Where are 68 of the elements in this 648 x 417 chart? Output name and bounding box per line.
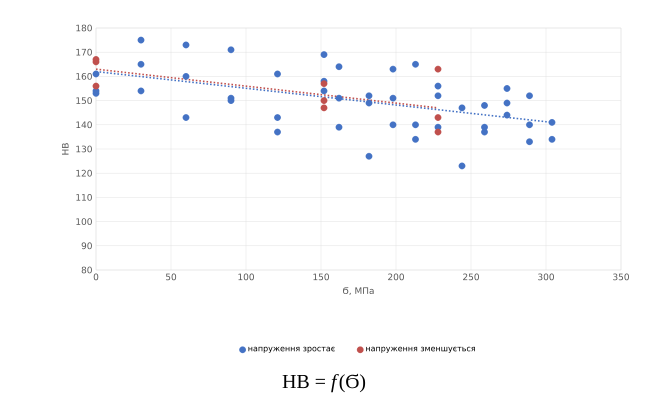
point: [138, 88, 144, 94]
point: [412, 60, 419, 68]
point: [138, 36, 144, 44]
point: [504, 112, 510, 119]
point: [336, 63, 342, 70]
point: [412, 136, 419, 143]
y-tick-label: 80: [82, 266, 92, 274]
point: [92, 70, 100, 78]
point: [434, 66, 442, 73]
x-tick-label: 50: [166, 274, 176, 280]
point: [336, 94, 342, 102]
point: [412, 121, 419, 128]
point: [481, 128, 488, 136]
point: [366, 92, 372, 100]
x-tick-label: 350: [613, 274, 629, 280]
point: [526, 121, 533, 128]
point: [434, 92, 442, 100]
point: [390, 94, 396, 102]
x-tick-label: 150: [313, 274, 329, 280]
point: [366, 100, 372, 106]
point: [92, 82, 100, 90]
y-tick-label: 100: [76, 218, 92, 225]
text: HB = f(Ϭ): [282, 374, 366, 392]
y-tick-label: 90: [82, 242, 92, 250]
x-tick-label: 0: [94, 274, 98, 280]
y-tick-label: 120: [76, 170, 92, 177]
x-tick-label: 300: [538, 274, 554, 280]
y-tick-label: 140: [76, 121, 92, 128]
point: [390, 121, 396, 128]
point: [504, 100, 510, 106]
y-tick-label: 150: [76, 97, 92, 104]
point: [336, 124, 342, 131]
point: [548, 136, 556, 143]
point: [274, 70, 281, 78]
point: [434, 128, 442, 136]
point: [458, 104, 466, 112]
point: [548, 118, 556, 126]
x-axis-title: Ϭ, МПа: [343, 287, 374, 295]
y-tick-label: 180: [76, 24, 92, 32]
y-axis-title: HB: [62, 143, 69, 155]
x-tick-label: 250: [463, 274, 479, 280]
point: [320, 51, 328, 58]
point: [320, 104, 328, 112]
point: [182, 73, 190, 80]
x-tick-label: 200: [388, 274, 404, 280]
point: [434, 82, 442, 90]
point: [434, 114, 442, 121]
point: [526, 138, 533, 146]
point: [320, 97, 328, 104]
point: [366, 152, 372, 160]
point: [481, 102, 488, 109]
point: [228, 46, 234, 54]
point: [390, 66, 396, 73]
y-tick-label: 110: [76, 194, 92, 201]
point: [182, 114, 190, 121]
y-tick-label: 160: [76, 73, 92, 80]
point: [320, 80, 328, 88]
y-tick-label: 170: [76, 48, 92, 56]
point: [182, 42, 190, 48]
point: [458, 162, 466, 170]
point: [138, 60, 144, 68]
point: [526, 92, 533, 100]
point: [274, 114, 281, 121]
point: [504, 85, 510, 92]
x-tick-label: 100: [238, 274, 254, 280]
point: [320, 88, 328, 94]
y-tick-label: 130: [76, 146, 92, 152]
point: [274, 128, 281, 136]
